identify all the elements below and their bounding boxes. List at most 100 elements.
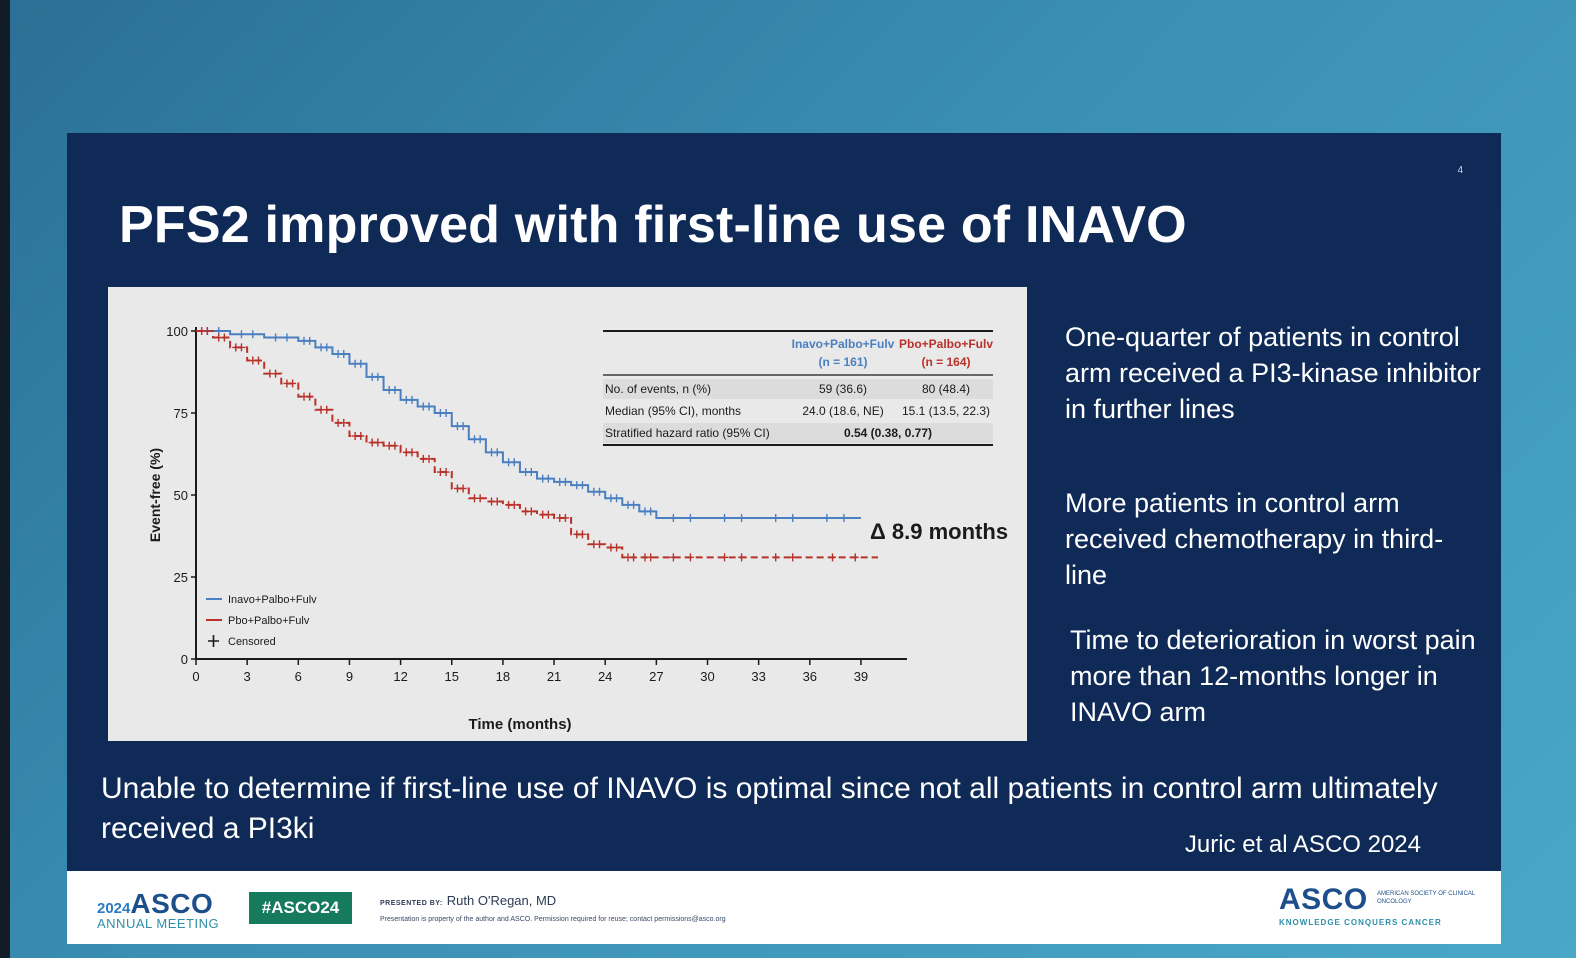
censor-mark [340,418,348,427]
x-tick-label: 12 [393,669,407,684]
x-tick-label: 39 [854,669,868,684]
table-row-band [603,379,993,399]
censor-mark [630,553,638,562]
censor-mark [686,553,694,562]
x-tick-label: 18 [496,669,510,684]
asco-logo-tagline: KNOWLEDGE CONQUERS CANCER [1279,918,1442,927]
censor-mark [306,392,314,401]
censor-mark [596,487,604,496]
chart-legend: Inavo+Palbo+Fulv Pbo+Palbo+Fulv Censored [206,594,317,648]
bullet-1: One-quarter of patients in control arm r… [1065,322,1481,424]
censor-mark [442,468,450,477]
censor-mark [561,513,569,522]
table-header-arm1: Inavo+Palbo+Fulv [792,337,895,351]
y-tick-label: 100 [166,324,188,339]
censor-mark [669,513,677,522]
censor-mark [289,379,297,388]
censor-mark [425,402,433,411]
censor-mark [340,349,348,358]
censor-mark [476,494,484,503]
disclaimer: Presentation is property of the author a… [380,916,726,923]
y-tick-label: 75 [174,406,188,421]
censor-mark [561,477,569,486]
table-header-arm1-n: (n = 161) [818,355,867,369]
x-tick-label: 21 [547,669,561,684]
censor-mark [578,530,586,539]
table-header-arm2-n: (n = 164) [921,355,970,369]
x-tick-label: 33 [751,669,765,684]
censor-mark [357,359,365,368]
table-row-value: 0.54 (0.38, 0.77) [844,426,932,440]
legend-label: Censored [228,636,276,648]
censor-mark [459,484,467,493]
censor-mark [237,343,245,352]
censor-mark [772,513,780,522]
x-tick-label: 15 [445,669,459,684]
x-tick-label: 6 [295,669,302,684]
legend-label: Inavo+Palbo+Fulv [228,594,317,606]
censor-mark [544,474,552,483]
censor-mark [510,500,518,509]
censor-mark [357,431,365,440]
censor-mark [493,497,501,506]
presenter-line: PRESENTED BY: Ruth O'Regan, MD [380,893,556,908]
delta-annotation: Δ 8.9 months [870,519,1008,544]
legend-label: Pbo+Palbo+Fulv [228,615,310,627]
censor-mark [647,507,655,516]
censor-mark [220,333,228,342]
censor-mark [272,333,280,342]
y-tick-label: 25 [174,570,188,585]
censor-mark [669,553,677,562]
censor-mark [272,369,280,378]
km-chart-panel: 0 3 6 9 12 15 18 21 24 27 30 33 36 39 0 25 50 75 100 Inavo… [108,287,1027,741]
censor-mark [459,422,467,431]
censor-mark [203,327,211,335]
x-axis-label: Time (months) [468,716,571,733]
censor-mark [789,513,797,522]
censor-mark [527,507,535,516]
censor-mark [425,454,433,463]
citation: Juric et al ASCO 2024 [1184,831,1421,858]
x-tick-label: 9 [346,669,353,684]
presented-by-label: PRESENTED BY: [380,900,443,907]
censor-mark [613,543,621,552]
censor-mark [772,553,780,562]
censor-mark [306,336,314,345]
x-tick-label: 36 [803,669,817,684]
table-row-label: Median (95% CI), months [605,404,741,418]
conclusion-text: Unable to determine if first-line use of… [101,772,1438,845]
annual-meeting-logo: 2024ASCO ANNUAL MEETING [97,888,219,931]
censor-mark [596,540,604,549]
table-row-label: No. of events, n (%) [605,382,711,396]
x-tick-label: 24 [598,669,612,684]
censor-mark [476,435,484,444]
censor-mark [374,372,382,381]
annual-meeting-label: ANNUAL MEETING [97,916,220,931]
y-axis-label: Event-free (%) [147,448,163,542]
x-tick-label: 30 [700,669,714,684]
censor-mark [510,458,518,467]
legend-censored-symbol [208,635,219,647]
censor-mark [738,513,746,522]
censor-mark [544,510,552,519]
censor-mark [686,513,694,522]
censor-mark [613,494,621,503]
y-tick-label: 50 [174,488,188,503]
asco-logo: ASCO AMERICAN SOCIETY OF CLINICAL ONCOLO… [1279,883,1475,933]
censor-mark [408,395,416,404]
asco-logo-word: ASCO [1279,883,1368,916]
table-row-value-arm1: 24.0 (18.6, NE) [802,404,883,418]
censor-mark [647,553,655,562]
page-number: 4 [1457,165,1463,176]
censor-mark [323,405,331,414]
bullet-2: More patients in control arm received ch… [1065,488,1444,590]
censor-mark [442,409,450,417]
x-tick-label: 3 [244,669,251,684]
censor-mark [851,553,859,562]
x-tick-label: 0 [192,669,199,684]
censor-mark [391,386,399,395]
y-tick-label: 0 [181,652,188,667]
table-row-label: Stratified hazard ratio (95% CI) [605,426,770,440]
slide-footer: 2024ASCO ANNUAL MEETING #ASCO24 PRESENTE… [67,871,1501,944]
